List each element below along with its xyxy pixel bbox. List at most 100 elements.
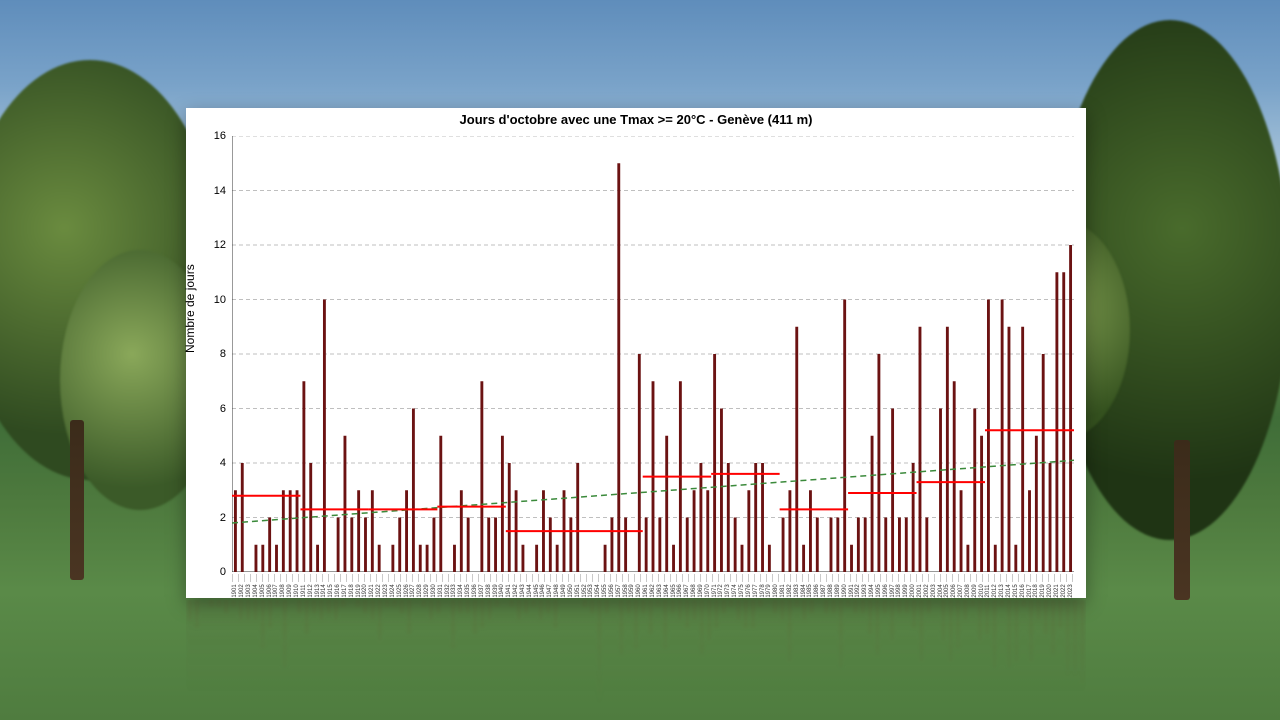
chart-bar xyxy=(323,300,326,573)
chart-xtick-label: 2016 xyxy=(1020,584,1026,597)
chart-bar xyxy=(344,436,347,572)
chart-bar xyxy=(576,463,579,572)
chart-xtick-label: 1995 xyxy=(876,584,882,597)
chart-bar xyxy=(1049,463,1052,572)
chart-xtick-label: 1910 xyxy=(294,584,300,597)
chart-bar xyxy=(802,545,805,572)
chart-xtick-label: 1993 xyxy=(862,584,868,597)
chart-bar xyxy=(891,409,894,573)
chart-bar xyxy=(939,409,942,573)
chart-bar xyxy=(1014,545,1017,572)
chart-bar xyxy=(884,518,887,573)
chart-xtick-label: 1911 xyxy=(301,585,307,598)
chart-bar xyxy=(836,518,839,573)
chart-xtick-label: 1915 xyxy=(328,584,334,597)
chart-xtick-label: 2002 xyxy=(924,584,930,597)
chart-xtick-label: 1957 xyxy=(616,584,622,597)
chart-bar xyxy=(788,490,791,572)
chart-bar xyxy=(1055,272,1058,572)
chart-bar xyxy=(501,436,504,572)
chart-xtick-label: 1921 xyxy=(369,584,375,597)
chart-xtick-label: 1972 xyxy=(718,584,724,597)
chart-bar xyxy=(727,463,730,572)
chart-xtick-label: 1967 xyxy=(684,584,690,597)
chart-xtick-label: 1935 xyxy=(465,584,471,597)
chart-bar xyxy=(843,300,846,573)
chart-xtick-label: 2009 xyxy=(972,584,978,597)
chart-xtick-label: 2012 xyxy=(992,584,998,597)
chart-xtick-label: 1930 xyxy=(431,584,437,597)
chart-bar xyxy=(289,490,292,572)
chart-xtick-label: 1990 xyxy=(842,584,848,597)
chart-xtick-label: 1982 xyxy=(787,584,793,597)
chart-xtick-label: 1940 xyxy=(499,584,505,597)
chart-bar xyxy=(439,436,442,572)
chart-xtick-label: 2021 xyxy=(1054,584,1060,597)
chart-xtick-label: 2004 xyxy=(938,584,944,597)
chart-bar xyxy=(966,545,969,572)
chart-xtick-label: 2003 xyxy=(931,584,937,597)
chart-bar xyxy=(768,545,771,572)
chart-xtick-label: 1970 xyxy=(705,584,711,597)
chart-bar xyxy=(953,381,956,572)
chart-bar xyxy=(672,545,675,572)
chart-bar xyxy=(720,409,723,573)
chart-xtick-label: 1960 xyxy=(636,584,642,597)
chart-xtick-label: 1920 xyxy=(362,584,368,597)
chart-ytick-label: 12 xyxy=(186,239,226,251)
chart-bar xyxy=(1008,327,1011,572)
chart-bar xyxy=(302,381,305,572)
chart-xtick-label: 1925 xyxy=(397,584,403,597)
chart-xtick-label: 1962 xyxy=(650,584,656,597)
chart-xtick-label: 2000 xyxy=(910,584,916,597)
chart-bar xyxy=(980,436,983,572)
chart-bar xyxy=(309,463,312,572)
chart-bar xyxy=(857,518,860,573)
chart-xtick-label: 1956 xyxy=(609,584,615,597)
chart-xtick-label: 1950 xyxy=(568,584,574,597)
chart-xtick-label: 1991 xyxy=(849,584,855,597)
chart-xtick-label: 1994 xyxy=(869,584,875,597)
chart-ytick-label: 2 xyxy=(186,512,226,524)
chart-bar xyxy=(494,518,497,573)
chart-xtick-label: 1941 xyxy=(506,584,512,597)
chart-xtick-label: 1943 xyxy=(520,584,526,597)
chart-bar xyxy=(1028,490,1031,572)
chart-xtick-label: 1937 xyxy=(479,584,485,597)
chart-xtick-label: 2010 xyxy=(979,584,985,597)
chart-xtick-label: 1944 xyxy=(527,584,533,597)
chart-xtick-label: 1939 xyxy=(493,584,499,597)
chart-xtick-label: 1938 xyxy=(486,584,492,597)
chart-bar xyxy=(234,490,237,572)
chart-bar xyxy=(761,463,764,572)
chart-bar xyxy=(337,518,340,573)
chart-xtick-label: 2023 xyxy=(1068,584,1074,597)
chart-bar xyxy=(508,463,511,572)
chart-bar xyxy=(480,381,483,572)
chart-bar xyxy=(1021,327,1024,572)
chart-xtick-label: 1922 xyxy=(376,584,382,597)
chart-xtick-label: 1969 xyxy=(698,584,704,597)
chart-bar xyxy=(741,545,744,572)
chart-xtick-label: 1906 xyxy=(267,584,273,597)
chart-xtick-label: 1902 xyxy=(239,584,245,597)
chart-xtick-label: 1975 xyxy=(739,584,745,597)
chart-bar xyxy=(816,518,819,573)
chart-xtick-label: 2013 xyxy=(999,584,1005,597)
chart-bar xyxy=(391,545,394,572)
chart-xtick-label: 1923 xyxy=(383,584,389,597)
chart-bar xyxy=(371,490,374,572)
chart-xtick-label: 1984 xyxy=(801,584,807,597)
chart-bar xyxy=(1001,300,1004,573)
chart-xtick-label: 1948 xyxy=(554,584,560,597)
chart-xtick-label: 2015 xyxy=(1013,584,1019,597)
chart-xtick-label: 1981 xyxy=(780,584,786,597)
chart-xtick-label: 1919 xyxy=(356,584,362,597)
chart-bar xyxy=(713,354,716,572)
chart-xtick-label: 1961 xyxy=(643,584,649,597)
chart-ytick-label: 4 xyxy=(186,457,226,469)
chart-bar xyxy=(378,545,381,572)
chart-xtick-label: 1983 xyxy=(794,584,800,597)
chart-bar xyxy=(453,545,456,572)
chart-xtick-label: 1946 xyxy=(540,584,546,597)
